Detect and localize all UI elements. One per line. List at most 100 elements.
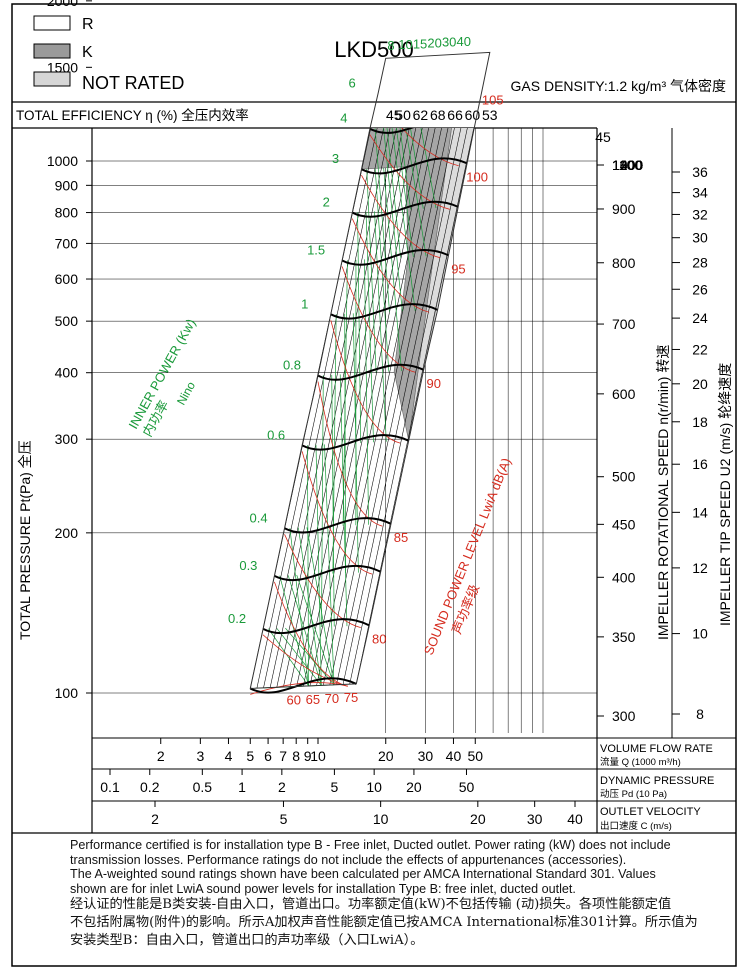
sound-power-value: 75 [344,690,358,705]
x-tick-label: 40 [567,811,583,827]
speed-tick-label: 500 [612,469,636,485]
speed-tick-label: 1300 [612,157,643,173]
inner-power-value: 15 [413,36,427,51]
inner-power-value: 30 [442,35,456,50]
note-en-2: transmission losses. Performance ratings… [70,852,627,867]
speed-curve [317,363,425,381]
inner-power-value: 0.8 [283,358,301,373]
sound-power-line [341,266,416,373]
inner-power-line [383,128,403,312]
inner-power-line [306,527,335,685]
inner-power-line [374,211,387,442]
pressure-ticks: 100 200 300 400 500 600 700 800 900 1000 1500 2000 [47,0,92,701]
inner-power-line [391,128,416,311]
flow-axis-sublabel: 流量 Q (1000 m³/h) [600,756,681,768]
sound-power-value: 80 [372,631,386,646]
y-axis-label: TOTAL PRESSURE Pt(Pa) 全压 [17,440,33,640]
efficiency-value: 53 [482,107,498,123]
note-cn-1: 经认证的性能是B类安装-自由入口，管道出口。功率额定值(kW)不包括传输 (动)… [70,897,672,913]
inner-power-value: 4 [340,111,347,126]
dynamic-pressure-axis-sublabel: 动压 Pd (10 Pa) [600,789,667,800]
speed-tick-label: 800 [612,255,636,271]
inner-power-line [352,313,359,573]
inner-power-value: 2 [323,195,330,210]
pressure-tick-label: 1500 [47,59,78,75]
efficiency-value: 45 [595,129,611,145]
efficiency-gridline [269,128,391,688]
flow-axis-label: VOLUME FLOW RATE [600,743,713,755]
inner-power-line [331,374,335,627]
pressure-tick-label: 200 [55,525,79,541]
legend-swatch-r [33,15,71,31]
efficiency-gridline [349,128,468,685]
tip-speed-tick-label: 28 [692,255,708,271]
tip-speed-tick-label: 32 [692,206,708,222]
sound-power-line [274,581,348,687]
tip-speed-tick-label: 18 [692,414,708,430]
x-tick-label: 40 [446,748,462,764]
x-tick-label: 0.2 [140,779,160,795]
x-tick-label: 8 [292,748,300,764]
tip-speed-axis-label: IMPELLER TIP SPEED U2 (m/s) 轮绛速度 [717,363,733,626]
efficiency-gridline [356,128,475,684]
x-tick-label: 9 [304,748,312,764]
note-en-3: The A-weighted sound ratings shown have … [70,867,656,882]
pressure-tick-label: 100 [55,685,79,701]
sound-power-line [284,534,361,629]
speed-tick-label: 300 [612,708,636,724]
tip-speed-ticks: 36 34 32 30 28 26 24 22 20 18 16 14 12 10 8 [672,164,708,722]
tip-speed-tick-label: 24 [692,310,708,326]
efficiency-gridline [283,128,404,688]
inner-power-line [298,527,322,686]
sound-power-value: 95 [451,261,465,276]
sound-power-value: 65 [306,692,320,707]
tip-speed-tick-label: 22 [692,341,708,357]
inner-power-line [364,259,369,525]
inner-power-value: 0.3 [239,558,257,573]
inner-power-line [276,628,322,686]
tip-speed-tick-label: 14 [692,504,708,520]
inner-power-line [339,374,348,627]
pressure-tick-label: 2000 [47,0,78,9]
speed-curve [330,303,439,320]
x-tick-label: 0.1 [100,779,120,795]
inner-power-value: 3 [332,151,339,166]
sound-power-annotation: SOUND POWER LEVEL LwiA dB(A) 声功率级 [421,456,514,657]
inner-power-value: 0.4 [249,510,267,525]
legend-label-not-rated: NOT RATED [82,73,184,93]
speed-curve [369,128,415,134]
pressure-tick-label: 700 [55,235,79,251]
note-cn-2: 不包括附属物(附件)的影响。所示A加权声音性能额定值已按AMCA Interna… [70,915,698,931]
inner-power-line [296,574,335,685]
sound-power-line [369,134,450,210]
velocity-axis-sublabel: 出口速度 C (m/s) [600,820,672,832]
performance-notes: Performance certified is for installatio… [70,838,710,950]
speed-curve [378,82,483,97]
speed-tick-label: 1100 [612,157,642,173]
inner-power-line [410,128,424,209]
sound-power-lines [250,128,459,695]
inner-power-line [307,445,309,686]
speed-tick-label: 1200 [612,157,643,173]
sound-power-line [317,381,383,527]
sound-power-value: 100 [466,169,488,184]
speed-tick-label: 600 [612,386,636,402]
speed-tick-label: 450 [612,516,636,532]
tip-speed-tick-label: 8 [696,706,704,722]
x-tick-label: 5 [331,779,339,795]
legend-swatch-not-rated [33,71,71,87]
x-tick-label: 10 [366,779,382,795]
x-tick-label: 10 [373,811,389,827]
x-tick-label: 0.5 [193,779,213,795]
sound-power-label: SOUND POWER LEVEL LwiA dB(A) [421,456,514,657]
tip-speed-tick-label: 36 [692,164,708,180]
sound-power-line [351,218,430,313]
x-tick-label: 20 [406,779,422,795]
x-tick-label: 5 [246,748,254,764]
tip-speed-tick-label: 34 [692,185,708,201]
legend-label-r: R [82,16,94,33]
efficiency-gridline [263,128,384,688]
tip-speed-tick-label: 10 [692,626,708,642]
x-tick-label: 30 [418,748,434,764]
efficiency-value: 50 [395,107,411,123]
